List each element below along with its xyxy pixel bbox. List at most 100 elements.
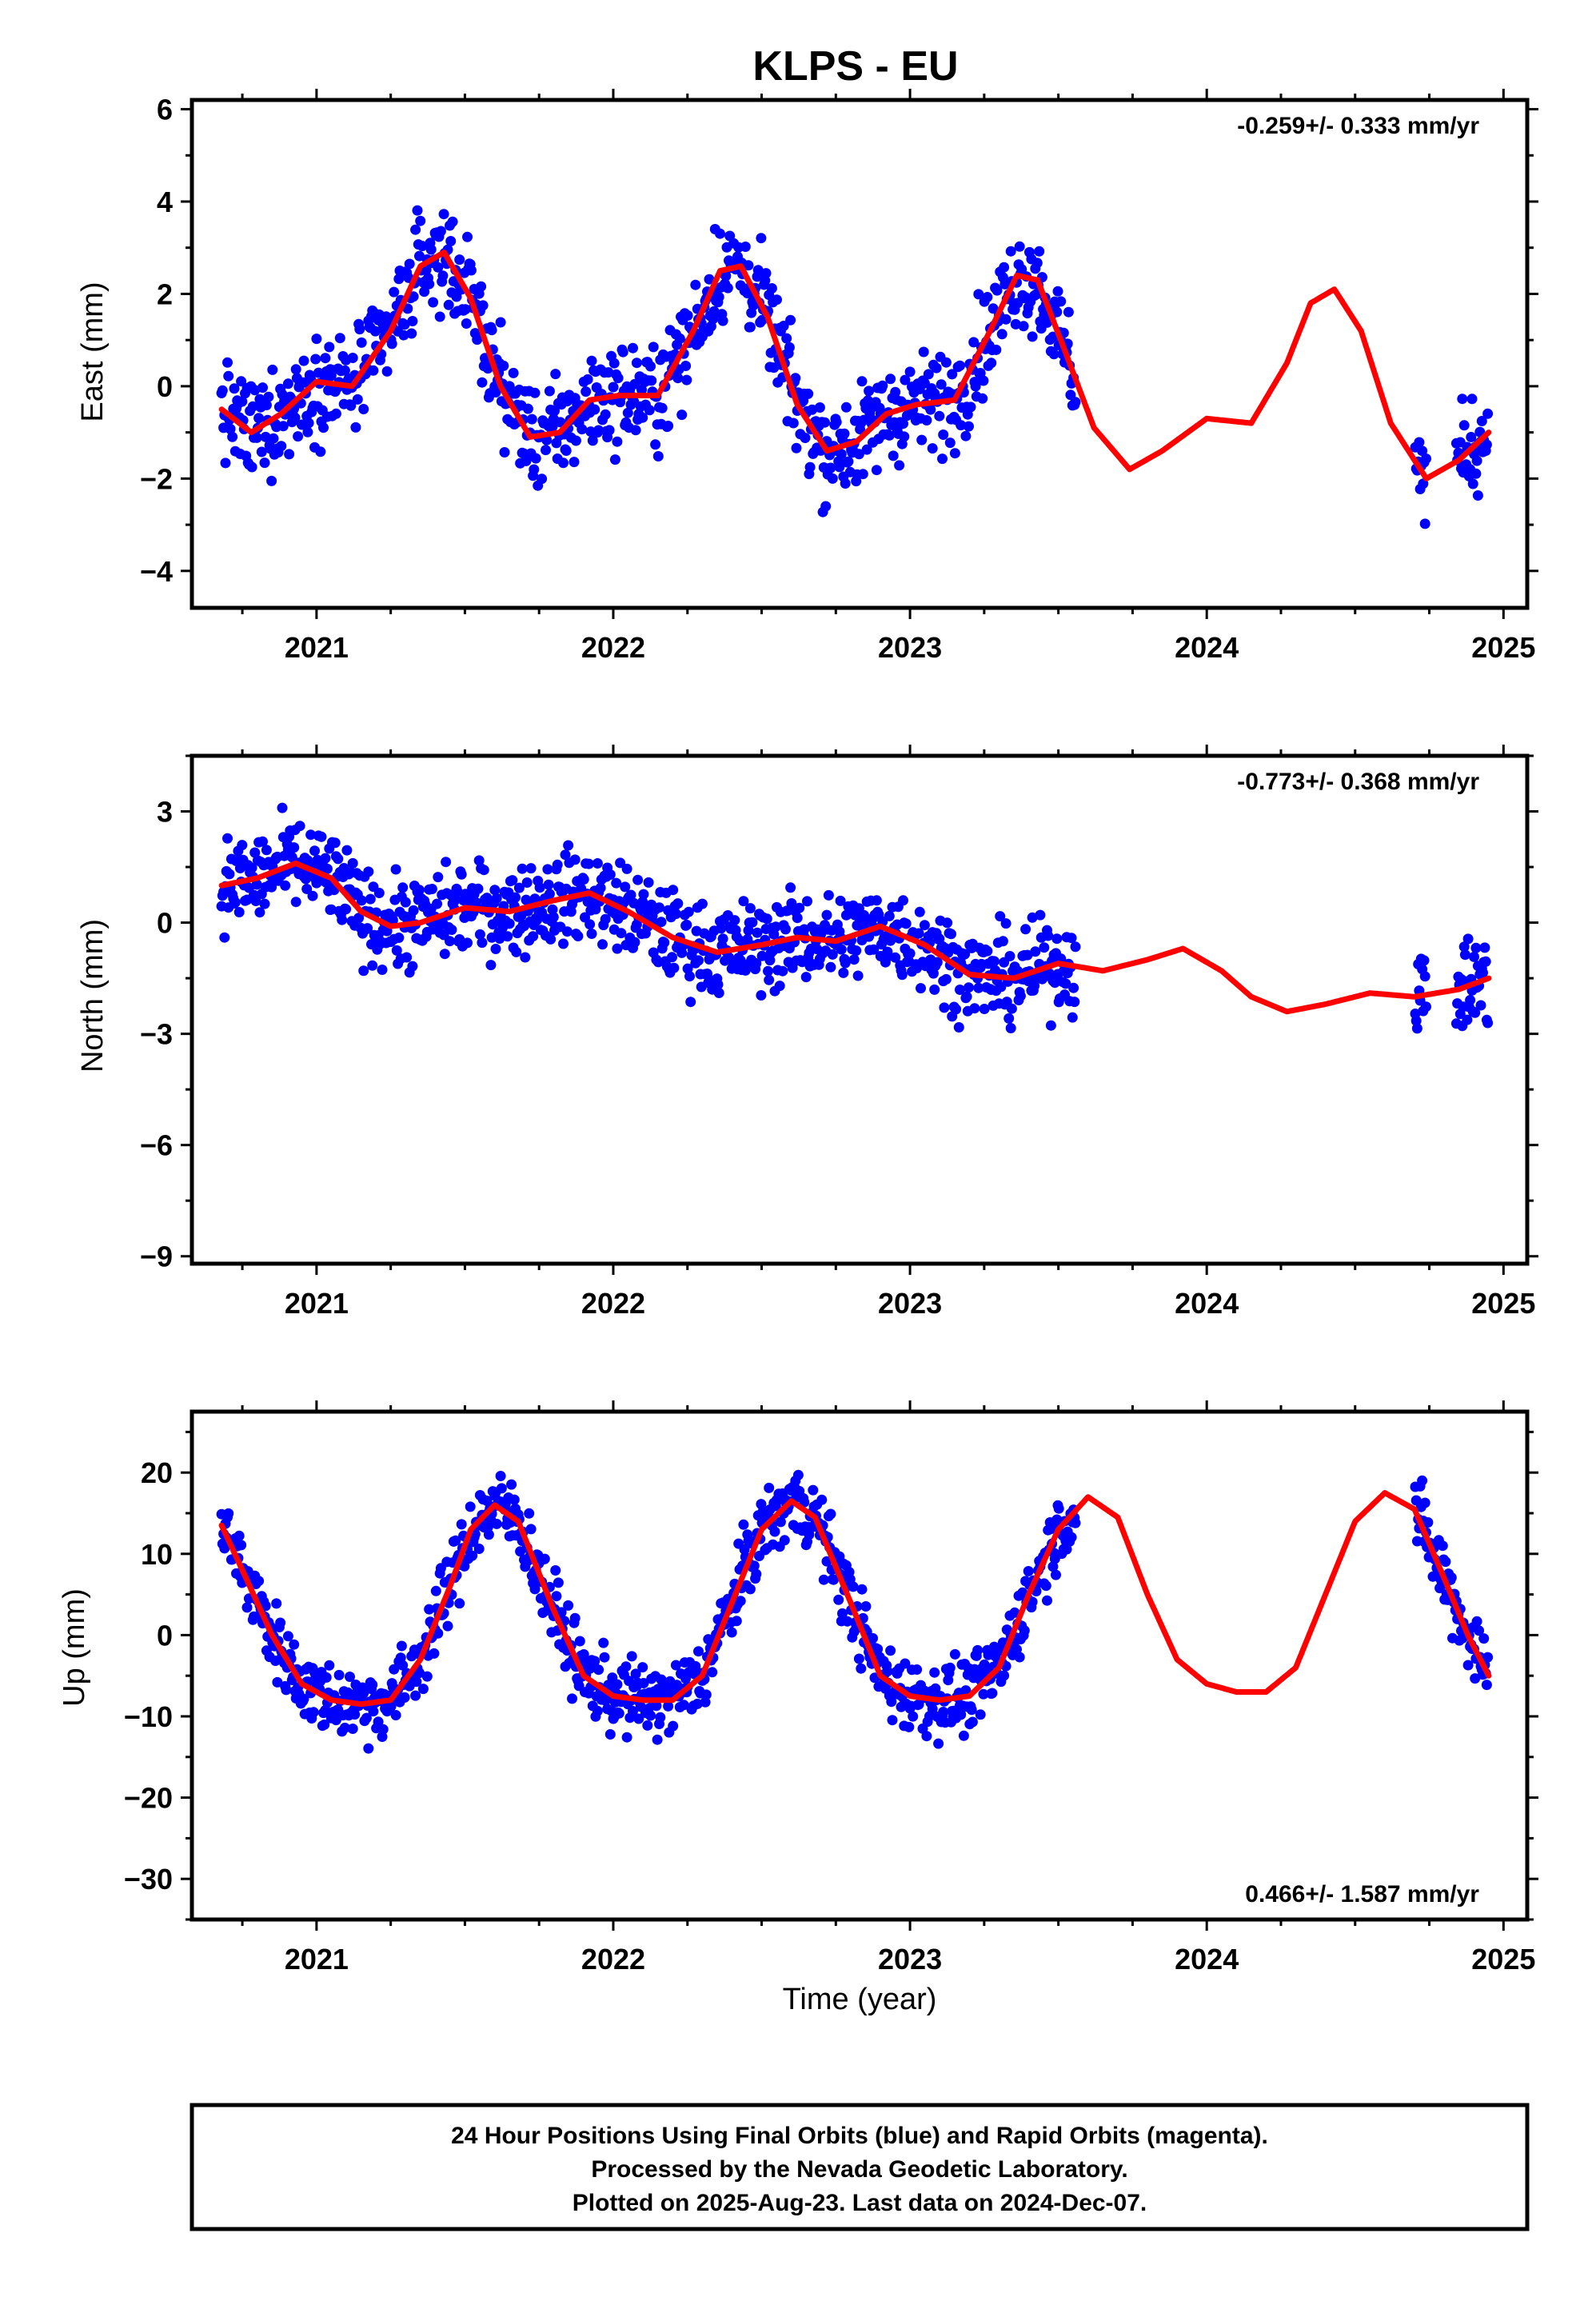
data-point <box>368 1706 379 1717</box>
data-point <box>938 429 949 440</box>
x-tick-label: 2025 <box>1471 631 1535 664</box>
data-point <box>434 311 445 322</box>
data-point <box>517 863 528 874</box>
data-point <box>731 1616 742 1627</box>
data-point <box>544 386 555 397</box>
data-point <box>334 333 345 344</box>
data-point <box>631 358 642 369</box>
data-point <box>589 404 600 415</box>
data-point <box>868 1632 878 1644</box>
data-point <box>667 952 677 963</box>
data-point <box>1419 971 1430 982</box>
data-point <box>1478 1633 1490 1644</box>
data-point <box>284 449 295 460</box>
data-point <box>1419 518 1430 529</box>
data-point <box>432 898 442 909</box>
data-point <box>600 913 611 925</box>
data-point <box>851 945 862 957</box>
data-point <box>827 949 838 960</box>
data-point <box>391 945 402 956</box>
data-point <box>439 949 450 960</box>
data-point <box>904 948 916 959</box>
data-point <box>1474 1625 1485 1636</box>
data-point <box>831 417 842 428</box>
data-point <box>1469 951 1479 962</box>
data-point <box>399 319 410 330</box>
data-point <box>543 879 554 890</box>
data-point <box>904 1721 915 1732</box>
data-point <box>530 453 541 464</box>
data-point <box>717 315 728 326</box>
data-point <box>987 1688 998 1699</box>
data-point <box>586 929 597 939</box>
data-point <box>465 265 477 276</box>
data-point <box>1462 1660 1474 1671</box>
data-point <box>896 969 908 981</box>
data-point <box>1481 1680 1492 1691</box>
data-point <box>1030 946 1041 957</box>
data-point <box>955 985 965 995</box>
data-point <box>390 1710 401 1720</box>
data-point <box>552 859 563 870</box>
data-point <box>233 907 245 917</box>
data-point <box>260 1600 271 1612</box>
data-point <box>674 333 685 344</box>
data-point <box>408 905 419 916</box>
data-point <box>743 260 754 271</box>
data-point <box>916 983 926 994</box>
data-point <box>848 954 860 965</box>
data-point <box>1422 1517 1434 1528</box>
data-point <box>250 896 261 906</box>
data-point <box>502 931 513 942</box>
data-point <box>507 875 518 886</box>
data-point <box>747 917 758 928</box>
data-point <box>904 366 916 378</box>
data-point <box>320 353 331 364</box>
data-point <box>477 300 489 311</box>
data-point <box>853 1653 864 1664</box>
data-point <box>663 1700 674 1712</box>
data-point <box>840 401 852 413</box>
data-point <box>613 1708 624 1719</box>
data-point <box>995 911 1006 922</box>
data-point <box>267 364 278 375</box>
data-point <box>908 1711 919 1722</box>
data-point <box>358 404 369 414</box>
data-point <box>949 448 960 459</box>
data-point <box>856 1663 867 1674</box>
east-rate-label: -0.259+/- 0.333 mm/yr <box>1237 113 1479 139</box>
data-point <box>756 950 768 961</box>
data-point <box>1478 967 1488 978</box>
data-point <box>411 1676 422 1688</box>
data-point <box>800 972 812 983</box>
data-point <box>1000 918 1011 929</box>
data-point <box>996 329 1007 340</box>
data-point <box>569 457 580 468</box>
data-point <box>401 952 413 963</box>
data-point <box>668 1720 679 1732</box>
data-point <box>818 1574 829 1585</box>
data-point <box>612 436 623 447</box>
data-point <box>848 1581 859 1592</box>
data-point <box>626 1651 637 1662</box>
data-point <box>843 456 854 467</box>
data-point <box>478 865 489 876</box>
data-point <box>506 1479 517 1490</box>
data-point <box>454 1598 465 1609</box>
data-point <box>888 450 899 461</box>
data-point <box>362 923 373 934</box>
data-point <box>956 420 967 431</box>
data-point <box>499 447 510 457</box>
data-point <box>768 362 780 374</box>
y-tick-label: 3 <box>157 796 173 829</box>
data-point <box>1465 995 1476 1005</box>
data-point <box>280 880 291 891</box>
data-point <box>656 402 668 413</box>
data-point <box>788 417 799 429</box>
data-point <box>303 417 314 429</box>
data-point <box>529 464 540 475</box>
data-point <box>1034 246 1045 257</box>
data-point <box>852 970 864 981</box>
data-point <box>1000 314 1011 325</box>
